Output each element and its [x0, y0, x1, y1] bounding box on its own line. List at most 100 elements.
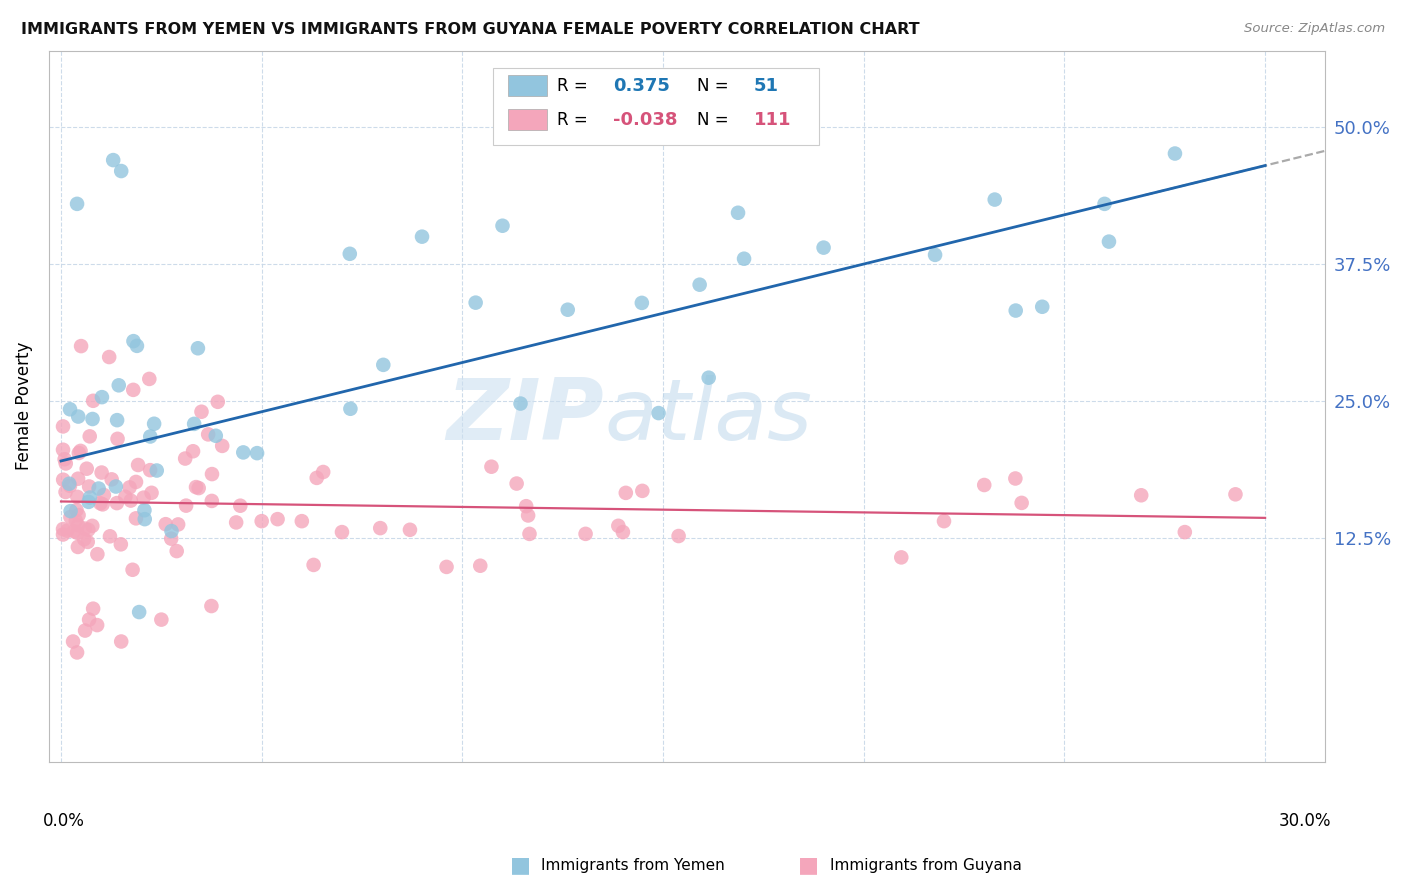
Point — [56, 524, 79, 538]
Point — [122, 334, 145, 348]
Point — [174, 499, 197, 513]
Text: -0.038: -0.038 — [613, 111, 678, 128]
Point — [52, 522, 75, 536]
Point — [67, 409, 90, 424]
Point — [181, 444, 204, 458]
Point — [138, 372, 160, 386]
Point — [183, 417, 205, 431]
Point — [76, 461, 98, 475]
Text: atlas: atlas — [605, 376, 813, 458]
Point — [250, 514, 273, 528]
Text: N =: N = — [697, 111, 728, 128]
Point — [174, 451, 197, 466]
Point — [65, 503, 87, 517]
Point — [82, 412, 104, 426]
Point — [86, 547, 108, 561]
Point — [973, 478, 995, 492]
Point — [647, 406, 669, 420]
Point — [73, 533, 96, 547]
Point — [125, 511, 148, 525]
Point — [305, 471, 328, 485]
Point — [155, 517, 177, 532]
Point — [59, 504, 82, 518]
Point — [110, 537, 132, 551]
Point — [59, 479, 82, 493]
Point — [197, 427, 219, 442]
Point — [631, 483, 654, 498]
Point — [167, 517, 190, 532]
Point — [122, 383, 145, 397]
Point — [145, 463, 167, 477]
FancyBboxPatch shape — [494, 68, 818, 145]
Point — [65, 514, 87, 528]
Point — [368, 521, 391, 535]
Point — [225, 516, 247, 530]
Point — [505, 476, 527, 491]
Point — [436, 560, 458, 574]
Point — [107, 378, 129, 392]
Point — [689, 277, 711, 292]
Point — [330, 525, 353, 540]
Text: IMMIGRANTS FROM YEMEN VS IMMIGRANTS FROM GUYANA FEMALE POVERTY CORRELATION CHART: IMMIGRANTS FROM YEMEN VS IMMIGRANTS FROM… — [21, 22, 920, 37]
Point — [114, 490, 136, 504]
Point — [76, 534, 98, 549]
Point — [509, 396, 531, 410]
Point — [87, 482, 110, 496]
Point — [339, 247, 361, 261]
Point — [207, 394, 229, 409]
Point — [62, 634, 84, 648]
Point — [614, 486, 637, 500]
FancyBboxPatch shape — [509, 109, 547, 130]
Point — [187, 341, 209, 355]
Point — [58, 476, 80, 491]
Point — [229, 499, 252, 513]
Point — [75, 624, 97, 638]
Text: R =: R = — [557, 111, 588, 128]
Point — [1225, 487, 1247, 501]
Point — [517, 508, 540, 523]
Point — [727, 206, 749, 220]
Point — [77, 613, 100, 627]
Point — [67, 508, 90, 522]
Point — [79, 491, 101, 505]
Text: R =: R = — [557, 77, 588, 95]
Point — [125, 475, 148, 489]
Point — [470, 558, 492, 573]
Point — [82, 519, 104, 533]
Point — [128, 605, 150, 619]
Point — [86, 618, 108, 632]
Point — [79, 429, 101, 443]
Point — [491, 219, 513, 233]
Point — [77, 523, 100, 537]
Point — [110, 164, 132, 178]
Point — [312, 465, 335, 479]
Point — [200, 599, 222, 613]
Point — [107, 432, 129, 446]
Point — [66, 525, 89, 540]
Point — [104, 479, 127, 493]
Point — [1031, 300, 1053, 314]
Point — [55, 457, 77, 471]
Text: ■: ■ — [510, 855, 530, 875]
Point — [166, 544, 188, 558]
Point — [201, 494, 224, 508]
Point — [139, 463, 162, 477]
Point — [184, 480, 207, 494]
Point — [105, 413, 128, 427]
Point — [190, 405, 212, 419]
Point — [121, 563, 143, 577]
Point — [574, 526, 596, 541]
Point — [120, 493, 142, 508]
Point — [82, 601, 104, 615]
Text: 0.375: 0.375 — [613, 77, 671, 95]
Point — [983, 193, 1005, 207]
Point — [66, 518, 89, 533]
Text: Source: ZipAtlas.com: Source: ZipAtlas.com — [1244, 22, 1385, 36]
Point — [59, 510, 82, 524]
Point — [118, 480, 141, 494]
Point — [59, 402, 82, 417]
Point — [77, 479, 100, 493]
Point — [105, 496, 128, 510]
Point — [77, 495, 100, 509]
Point — [211, 439, 233, 453]
